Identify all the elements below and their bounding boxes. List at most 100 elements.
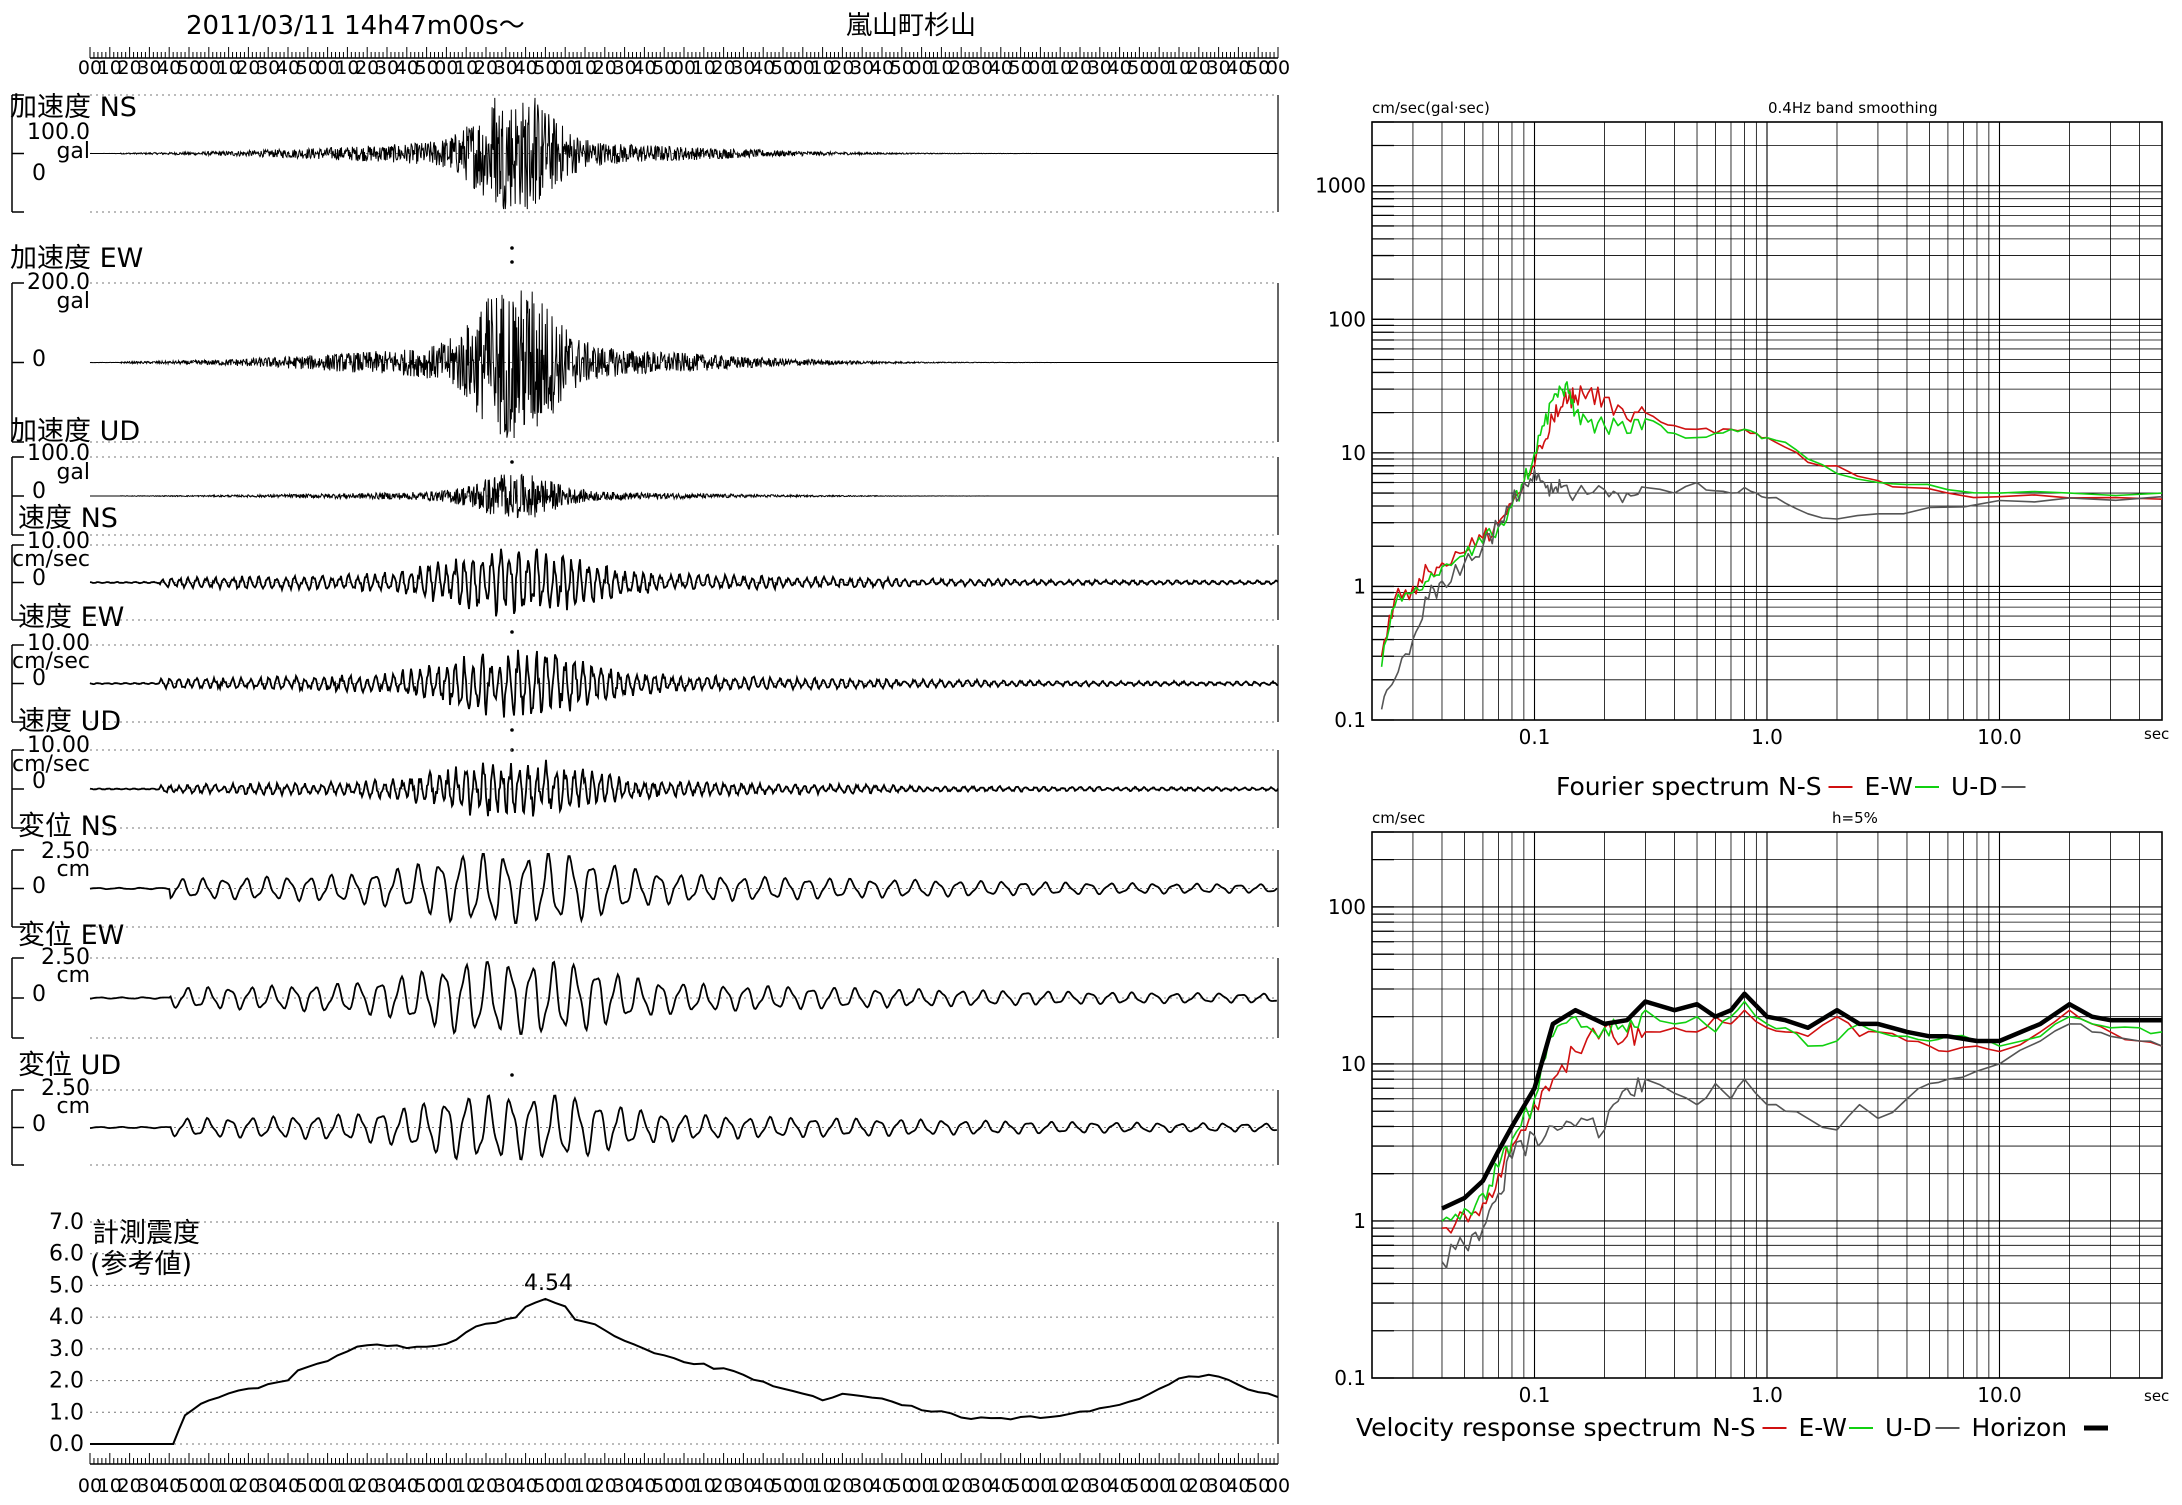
waveform-trace [89, 960, 1278, 1036]
time-tick-label: 30 [494, 1475, 518, 1497]
time-tick-label: 50 [296, 1475, 320, 1497]
time-tick-label: 00 [1266, 1475, 1290, 1497]
channel-zero: 0 [32, 479, 46, 504]
time-tick-label: 50 [771, 57, 795, 79]
time-tick-label: 10 [573, 57, 597, 79]
channel-scale: 10.00 [27, 529, 90, 554]
channel-title: 変位 UD [18, 1050, 121, 1081]
time-tick-label: 20 [1187, 57, 1211, 79]
peak-marker [510, 460, 514, 464]
time-tick-label: 10 [98, 1475, 122, 1497]
intensity-y-tick: 4.0 [49, 1305, 84, 1330]
time-tick-label: 20 [236, 57, 260, 79]
spectrum-x-tick-label: 0.1 [1519, 1383, 1551, 1407]
time-tick-label: 00 [672, 57, 696, 79]
time-tick-label: 00 [791, 57, 815, 79]
intensity-y-tick: 3.0 [49, 1337, 84, 1362]
time-tick-label: 00 [1147, 57, 1171, 79]
time-tick-label: 30 [969, 1475, 993, 1497]
fourier-x-unit: sec [2144, 725, 2169, 743]
channel-scale: 100.0 [27, 120, 90, 145]
channel-unit: gal [56, 139, 90, 164]
time-tick-label: 30 [1207, 57, 1231, 79]
time-tick-label: 40 [870, 57, 894, 79]
channel-zero: 0 [32, 566, 46, 591]
time-tick-label: 10 [1048, 57, 1072, 79]
time-tick-label: 50 [415, 1475, 439, 1497]
spectrum-series-n-s [1441, 1009, 2163, 1234]
channel-unit: gal [56, 460, 90, 485]
time-tick-label: 00 [1028, 1475, 1052, 1497]
peak-marker [510, 260, 514, 264]
time-axis-bottom: 0010203040500010203040500010203040500010… [78, 1453, 1290, 1497]
channel-unit: cm/sec [12, 547, 90, 572]
time-tick-label: 40 [395, 1475, 419, 1497]
channel-title: 加速度 UD [10, 416, 140, 447]
time-tick-label: 40 [632, 1475, 656, 1497]
time-tick-label: 00 [78, 57, 102, 79]
time-tick-label: 40 [276, 57, 300, 79]
time-tick-label: 50 [1246, 57, 1270, 79]
time-tick-label: 30 [969, 57, 993, 79]
channel-scale: 10.00 [27, 631, 90, 656]
time-tick-label: 00 [672, 1475, 696, 1497]
channel-scale: 10.00 [27, 733, 90, 758]
time-tick-label: 20 [118, 1475, 142, 1497]
time-tick-label: 30 [1207, 1475, 1231, 1497]
intensity-y-tick: 1.0 [49, 1400, 84, 1425]
time-tick-label: 10 [454, 57, 478, 79]
time-tick-label: 10 [573, 1475, 597, 1497]
spectrum-y-tick-label: 0.1 [1334, 1366, 1366, 1390]
channel-zero: 0 [32, 874, 46, 899]
legend-label-u-d: U-D [1885, 1413, 1932, 1442]
channel-scale: 100.0 [27, 441, 90, 466]
intensity-peak-label: 4.54 [524, 1271, 573, 1296]
spectrum-y-tick-label: 0.1 [1334, 708, 1366, 732]
waveform-trace [89, 1094, 1277, 1161]
time-tick-label: 00 [1147, 1475, 1171, 1497]
time-tick-label: 00 [1028, 57, 1052, 79]
time-tick-label: 20 [1068, 1475, 1092, 1497]
time-tick-label: 50 [1127, 1475, 1151, 1497]
channel-zero: 0 [32, 666, 46, 691]
vrs-caption: Velocity response spectrum [1356, 1413, 1702, 1442]
time-tick-label: 50 [890, 1475, 914, 1497]
channel-title: 変位 EW [18, 920, 124, 951]
channel-scale: 2.50 [41, 839, 90, 864]
intensity-y-tick: 7.0 [49, 1210, 84, 1235]
spectrum-y-tick-label: 100 [1328, 895, 1366, 919]
time-tick-label: 10 [1167, 1475, 1191, 1497]
time-tick-label: 50 [415, 57, 439, 79]
time-tick-label: 20 [712, 57, 736, 79]
channel-title: 速度 UD [18, 706, 121, 737]
spectrum-y-tick-label: 10 [1341, 1052, 1366, 1076]
time-tick-label: 40 [989, 1475, 1013, 1497]
time-tick-label: 40 [514, 57, 538, 79]
time-tick-label: 20 [593, 1475, 617, 1497]
waveform-trace [89, 853, 1278, 925]
channel-unit: cm/sec [12, 752, 90, 777]
time-tick-label: 40 [1108, 57, 1132, 79]
time-tick-label: 00 [197, 57, 221, 79]
channel-zero: 0 [32, 1112, 46, 1137]
time-tick-label: 00 [78, 1475, 102, 1497]
intensity-y-tick: 5.0 [49, 1273, 84, 1298]
vrs-x-unit: sec [2144, 1387, 2169, 1405]
fourier-spectrum-panel: cm/sec(gal·sec) 0.4Hz band smoothing sec… [1315, 99, 2169, 801]
time-tick-label: 10 [811, 57, 835, 79]
waveform-trace [90, 473, 1278, 519]
time-tick-label: 40 [395, 57, 419, 79]
spectrum-y-tick-label: 1 [1353, 574, 1366, 598]
time-tick-label: 40 [1108, 1475, 1132, 1497]
time-tick-label: 50 [652, 57, 676, 79]
time-tick-label: 10 [929, 1475, 953, 1497]
time-tick-label: 20 [355, 57, 379, 79]
channel-title: 加速度 EW [10, 243, 143, 274]
time-tick-label: 20 [949, 57, 973, 79]
time-tick-label: 30 [1088, 57, 1112, 79]
